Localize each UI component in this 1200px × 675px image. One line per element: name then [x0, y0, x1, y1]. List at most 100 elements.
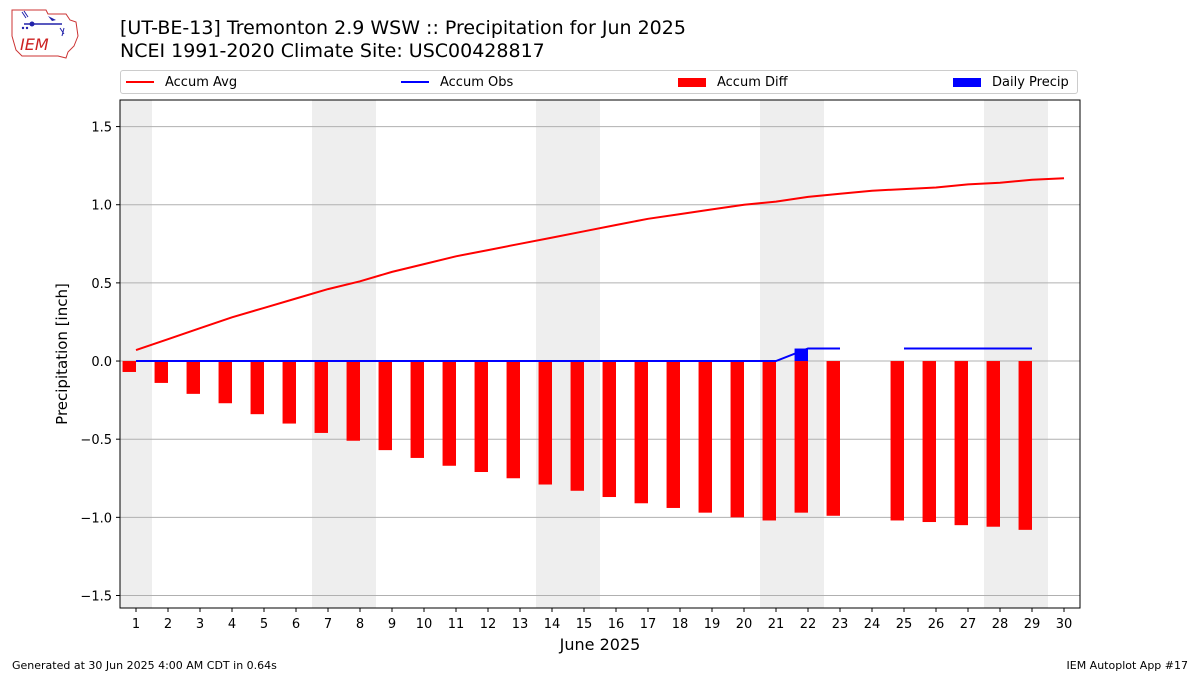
x-tick-label: 13: [512, 617, 529, 632]
x-tick-label: 9: [388, 617, 396, 632]
accum-diff-bar: [570, 361, 584, 491]
accum-diff-bar: [122, 361, 136, 372]
accum-diff-bar: [410, 361, 424, 458]
legend-item-accum-diff: Accum Diff: [678, 71, 788, 93]
x-tick-label: 15: [576, 617, 593, 632]
legend-swatch-daily-precip: [953, 77, 981, 87]
accum-diff-bar: [474, 361, 488, 473]
y-tick-label: 1.0: [91, 199, 112, 214]
legend-item-accum-avg: Accum Avg: [126, 71, 237, 93]
x-tick-label: 7: [324, 617, 332, 632]
x-tick-label: 3: [196, 617, 204, 632]
accum-diff-bar: [986, 361, 1000, 527]
legend: Accum Avg Accum Obs Accum Diff Daily Pre…: [120, 70, 1078, 94]
accum-diff-bar: [314, 361, 328, 433]
accum-diff-bar: [250, 361, 264, 415]
x-tick-label: 22: [800, 617, 817, 632]
weekend-band: [792, 100, 824, 608]
x-tick-label: 20: [736, 617, 753, 632]
x-tick-label: 26: [928, 617, 945, 632]
x-tick-label: 8: [356, 617, 364, 632]
legend-swatch-accum-diff: [678, 77, 706, 87]
accum-diff-bar: [154, 361, 168, 383]
y-tick-label: −0.5: [80, 433, 112, 448]
grid-lines: [120, 126, 1080, 596]
x-tick-label: 12: [480, 617, 497, 632]
x-axis: 1 2 3 4 5 6 7 8 9 10 11 12 13 14 15 16 17 18 19 20 21 22 23 24 2…: [132, 608, 1072, 632]
x-tick-label: 30: [1056, 617, 1073, 632]
logo-text: IEM: [20, 35, 49, 54]
legend-swatch-accum-obs: [401, 81, 429, 83]
accum-diff-bar: [186, 361, 200, 394]
accum-diff-bar: [506, 361, 520, 479]
y-tick-label: 0.0: [91, 355, 112, 370]
accum-diff-bar: [634, 361, 648, 504]
x-tick-label: 24: [864, 617, 881, 632]
legend-item-daily-precip: Daily Precip: [953, 71, 1069, 93]
accum-diff-bar: [378, 361, 392, 451]
series-lines: [135, 177, 1065, 362]
accum-obs-line: [136, 347, 1032, 362]
x-tick-label: 25: [896, 617, 913, 632]
accum-diff-bar: [730, 361, 744, 518]
accum-diff-bar: [954, 361, 968, 526]
x-tick-label: 23: [832, 617, 849, 632]
x-tick-label: 17: [640, 617, 657, 632]
accum-diff-bar: [538, 361, 552, 485]
accum-diff-bar: [794, 361, 808, 513]
accum-diff-bar: [282, 361, 296, 424]
x-tick-label: 27: [960, 617, 977, 632]
x-tick-label: 1: [132, 617, 140, 632]
plot-frame: [119, 99, 1081, 609]
weekend-shading: [120, 100, 1048, 608]
accum-avg-line: [135, 177, 1065, 352]
chart-subtitle: NCEI 1991-2020 Climate Site: USC00428817: [120, 40, 545, 62]
app-label: IEM Autoplot App #17: [1066, 659, 1189, 672]
y-tick-label: −1.5: [80, 589, 112, 604]
x-tick-label: 10: [416, 617, 433, 632]
x-tick-label: 19: [704, 617, 721, 632]
accum-diff-bar: [890, 361, 904, 521]
weekend-band: [760, 100, 792, 608]
weekend-band: [984, 100, 1016, 608]
accum-diff-bar: [218, 361, 232, 404]
daily-precip-bar: [794, 348, 808, 362]
accum-diff-bar: [346, 361, 360, 441]
iem-logo: IEM: [11, 9, 79, 59]
x-tick-label: 14: [544, 617, 561, 632]
x-tick-label: 6: [292, 617, 300, 632]
weekend-band: [120, 100, 152, 608]
x-tick-label: 5: [260, 617, 268, 632]
accum-diff-bars: [122, 361, 1032, 530]
x-tick-label: 29: [1024, 617, 1041, 632]
accum-diff-bar: [602, 361, 616, 498]
generated-timestamp: Generated at 30 Jun 2025 4:00 AM CDT in …: [12, 659, 277, 672]
accum-diff-bar: [698, 361, 712, 513]
x-tick-label: 21: [768, 617, 785, 632]
legend-label-accum-diff: Accum Diff: [717, 74, 788, 90]
y-tick-label: −1.0: [80, 511, 112, 526]
legend-label-daily-precip: Daily Precip: [992, 74, 1069, 90]
x-tick-label: 2: [164, 617, 172, 632]
weekend-band: [1016, 100, 1048, 608]
weekend-band: [536, 100, 568, 608]
y-tick-label: 1.5: [91, 121, 112, 136]
x-tick-label: 11: [448, 617, 465, 632]
weekend-band: [312, 100, 344, 608]
x-tick-label: 4: [228, 617, 236, 632]
accum-diff-bar: [922, 361, 936, 523]
accum-diff-bar: [762, 361, 776, 521]
x-tick-label: 16: [608, 617, 625, 632]
y-axis-label: Precipitation [inch]: [53, 283, 71, 425]
chart-title: [UT-BE-13] Tremonton 2.9 WSW :: Precipit…: [120, 17, 686, 39]
accum-diff-bar: [666, 361, 680, 508]
daily-precip-bars: [794, 348, 808, 362]
accum-diff-bar: [826, 361, 840, 516]
weekend-band: [568, 100, 600, 608]
legend-label-accum-obs: Accum Obs: [440, 74, 514, 90]
legend-item-accum-obs: Accum Obs: [401, 71, 513, 93]
y-axis: −1.5 −1.0 −0.5 0.0 0.5 1.0 1.5: [80, 121, 120, 604]
legend-label-accum-avg: Accum Avg: [165, 74, 238, 90]
legend-swatch-accum-avg: [126, 81, 154, 83]
